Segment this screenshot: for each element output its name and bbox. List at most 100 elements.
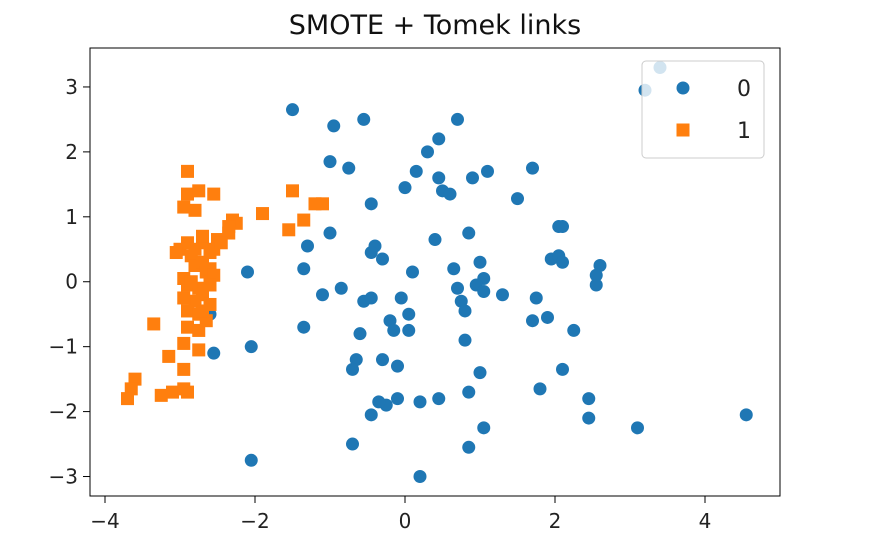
data-point-circle xyxy=(241,265,254,279)
x-tick-label: 2 xyxy=(549,509,562,533)
data-point-circle xyxy=(421,145,434,159)
data-point-circle xyxy=(567,323,581,337)
data-point-circle xyxy=(406,265,419,279)
data-point-square xyxy=(297,213,311,227)
data-point-circle xyxy=(589,268,603,282)
data-point-circle xyxy=(353,327,367,341)
data-point-circle xyxy=(473,366,487,380)
data-point-circle xyxy=(473,255,487,269)
data-point-circle xyxy=(526,314,539,328)
y-tick-label: −3 xyxy=(49,465,78,489)
data-point-circle xyxy=(297,262,311,276)
data-point-circle xyxy=(462,385,476,399)
data-point-square xyxy=(256,207,269,221)
data-point-circle xyxy=(443,187,457,201)
data-point-circle xyxy=(387,323,401,337)
data-point-square xyxy=(177,362,191,376)
data-point-circle xyxy=(582,411,596,425)
data-point-circle xyxy=(541,310,554,324)
data-point-circle xyxy=(556,255,569,269)
data-point-circle xyxy=(451,281,464,295)
y-tick-label: 0 xyxy=(65,270,78,294)
data-point-circle xyxy=(323,226,337,240)
data-point-square xyxy=(121,392,134,406)
x-tick-label: −2 xyxy=(240,509,269,533)
data-point-square xyxy=(203,278,217,292)
data-point-circle xyxy=(244,453,258,467)
data-point-circle xyxy=(364,197,378,211)
data-point-circle xyxy=(533,382,547,396)
data-point-circle xyxy=(462,440,476,454)
data-point-square xyxy=(316,197,329,211)
data-point-circle xyxy=(481,164,494,178)
data-point-circle xyxy=(327,119,341,133)
data-point-circle xyxy=(593,259,607,273)
data-point-circle xyxy=(526,161,539,175)
data-point-circle xyxy=(364,246,378,260)
data-point-circle xyxy=(529,291,543,305)
data-point-circle xyxy=(357,112,371,126)
data-point-circle xyxy=(466,171,479,185)
data-point-circle xyxy=(447,262,461,276)
data-point-square xyxy=(181,187,194,201)
data-point-circle xyxy=(346,362,359,376)
data-point-circle xyxy=(432,171,446,185)
data-point-circle xyxy=(316,288,329,302)
data-point-circle xyxy=(556,220,569,234)
data-point-circle xyxy=(739,408,753,422)
x-tick-label: 4 xyxy=(699,509,712,533)
data-point-square xyxy=(184,275,198,289)
data-point-square xyxy=(169,246,183,260)
legend-marker-circle xyxy=(676,81,690,95)
legend-label: 0 xyxy=(737,77,751,102)
data-point-square xyxy=(177,291,191,305)
x-axis: −4 −2 0 2 4 xyxy=(90,496,711,533)
data-point-circle xyxy=(477,421,491,435)
data-point-square xyxy=(147,317,161,331)
y-tick-label: 3 xyxy=(65,75,78,99)
legend-label: 1 xyxy=(737,119,751,144)
y-axis: −3 −2 −1 0 1 2 3 xyxy=(49,75,90,489)
data-point-circle xyxy=(346,437,359,451)
data-point-square xyxy=(177,336,191,350)
legend-marker-square xyxy=(676,123,690,137)
data-point-circle xyxy=(496,288,509,302)
data-point-circle xyxy=(409,164,423,178)
legend: 01 xyxy=(641,60,765,159)
data-point-circle xyxy=(398,181,412,195)
y-tick-label: −2 xyxy=(49,400,78,424)
plot-frame xyxy=(89,47,781,497)
data-point-circle xyxy=(556,362,569,376)
data-point-circle xyxy=(376,353,389,367)
data-point-circle xyxy=(451,112,464,126)
data-point-square xyxy=(188,242,202,256)
data-point-square xyxy=(196,304,209,318)
data-point-circle xyxy=(297,320,311,334)
data-point-circle xyxy=(286,103,299,117)
x-tick-label: −4 xyxy=(90,509,119,533)
data-point-circle xyxy=(432,132,446,146)
data-point-circle xyxy=(323,155,337,169)
data-point-square xyxy=(192,184,206,198)
series-1 xyxy=(121,164,329,406)
data-point-circle xyxy=(394,291,408,305)
points-layer xyxy=(121,60,753,484)
data-point-circle xyxy=(458,304,472,318)
data-point-square xyxy=(222,220,236,234)
y-tick-label: 1 xyxy=(65,205,78,229)
data-point-square xyxy=(181,164,194,178)
data-point-square xyxy=(192,343,206,357)
data-point-circle xyxy=(391,359,404,373)
legend-box xyxy=(641,60,765,159)
data-point-circle xyxy=(413,395,427,409)
data-point-circle xyxy=(342,161,356,175)
data-point-circle xyxy=(244,340,258,354)
data-point-circle xyxy=(207,346,221,360)
data-point-square xyxy=(192,323,206,337)
data-point-circle xyxy=(477,284,491,298)
data-point-circle xyxy=(301,239,314,253)
data-point-circle xyxy=(376,252,389,266)
data-point-circle xyxy=(589,278,603,292)
data-point-circle xyxy=(511,192,524,206)
